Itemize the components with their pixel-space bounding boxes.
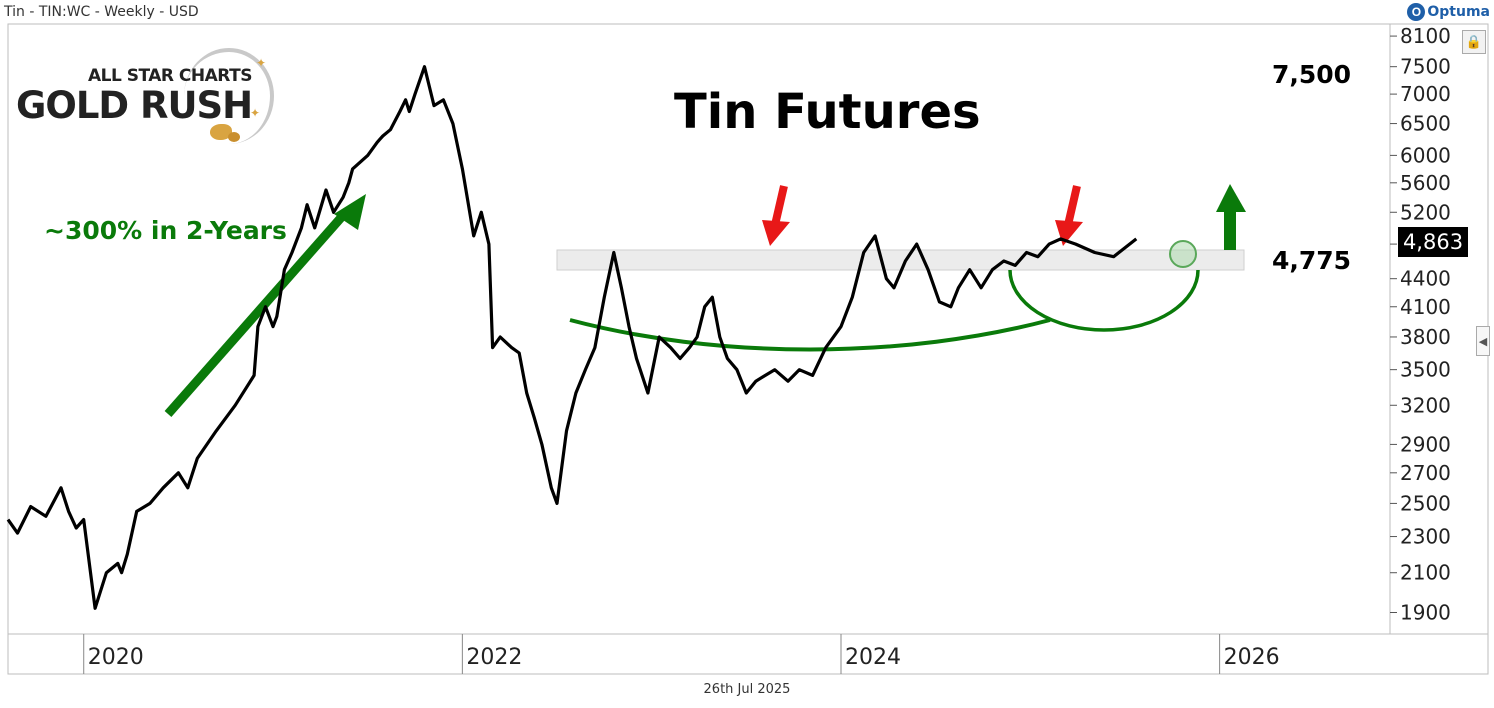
sparkle-icon-2: ✦	[250, 106, 261, 120]
resistance-zone	[556, 249, 1245, 271]
y-tick-label: 3200	[1400, 393, 1451, 417]
x-tick-label: 2024	[845, 645, 901, 670]
lock-button[interactable]: 🔒	[1462, 30, 1486, 54]
x-tick-label: 2026	[1224, 645, 1280, 670]
lock-icon: 🔒	[1465, 34, 1483, 49]
brand: O Optuma	[1407, 3, 1490, 21]
gain-arrow-shaft	[164, 209, 350, 417]
red-arrow-1-shaft	[771, 185, 788, 226]
y-tick-label: 5200	[1400, 200, 1451, 224]
y-tick-label: 5600	[1400, 171, 1451, 195]
y-tick-label: 4100	[1400, 295, 1451, 319]
breakout-arrow-head	[1216, 184, 1246, 212]
x-axis-panel	[7, 633, 1489, 675]
gold-nugget-small-icon	[228, 132, 240, 142]
y-tick-label: 2700	[1400, 461, 1451, 485]
red-arrow-2-shaft	[1064, 185, 1081, 226]
red-arrow-1-head	[762, 220, 790, 246]
x-tick-label: 2022	[466, 645, 522, 670]
handle-arc	[1008, 269, 1200, 332]
last-price-marker	[1169, 240, 1197, 268]
y-tick-label: 1900	[1400, 601, 1451, 625]
level-resistance-label: 4,775	[1272, 246, 1352, 275]
y-tick-label: 2100	[1400, 561, 1451, 585]
gain-arrow-head	[334, 194, 366, 230]
logo-main-text: GOLD RUSH	[16, 84, 253, 127]
brand-name: Optuma	[1427, 4, 1490, 20]
y-tick-label: 3500	[1400, 358, 1451, 382]
y-tick-label: 7000	[1400, 82, 1451, 106]
chevron-left-icon: ◀	[1478, 335, 1488, 348]
price-series-line	[6, 65, 1138, 610]
last-price-tag: 4,863	[1398, 227, 1468, 257]
y-tick-label: 6000	[1400, 143, 1451, 167]
y-tick-label: 4400	[1400, 267, 1451, 291]
y-tick-label: 3800	[1400, 325, 1451, 349]
y-tick-label: 2500	[1400, 491, 1451, 515]
cup-arc	[569, 318, 1051, 352]
gain-annotation: ~300% in 2-Years	[44, 216, 287, 245]
y-tick-label: 2300	[1400, 525, 1451, 549]
gold-rush-logo: ALL STAR CHARTS GOLD RUSH ✦ ✦	[14, 48, 274, 148]
breakout-arrow-shaft	[1224, 210, 1236, 250]
collapse-panel-button[interactable]: ◀	[1476, 326, 1490, 356]
y-tick-label: 2900	[1400, 432, 1451, 456]
sparkle-icon: ✦	[256, 56, 267, 70]
chart-title: Tin Futures	[674, 84, 981, 140]
x-tick-label: 2020	[88, 645, 144, 670]
chart-header-title: Tin - TIN:WC - Weekly - USD	[4, 4, 199, 20]
optuma-logo-icon: O	[1407, 3, 1426, 21]
y-tick-label: 8100	[1400, 24, 1451, 48]
y-axis-ticks: 1900 2100 2300 2500 2700 2900 3200 3500 3800 4100…	[1390, 24, 1451, 625]
x-axis-ticks: 2020 2022 2024 2026	[83, 634, 1280, 674]
y-tick-label: 6500	[1400, 112, 1451, 136]
logo-top-text: ALL STAR CHARTS	[88, 66, 252, 86]
footer-date: 26th Jul 2025	[703, 682, 791, 697]
logo-swoosh	[184, 48, 274, 144]
gold-nugget-icon	[210, 124, 232, 140]
level-high-label: 7,500	[1272, 60, 1352, 89]
y-tick-label: 7500	[1400, 55, 1451, 79]
